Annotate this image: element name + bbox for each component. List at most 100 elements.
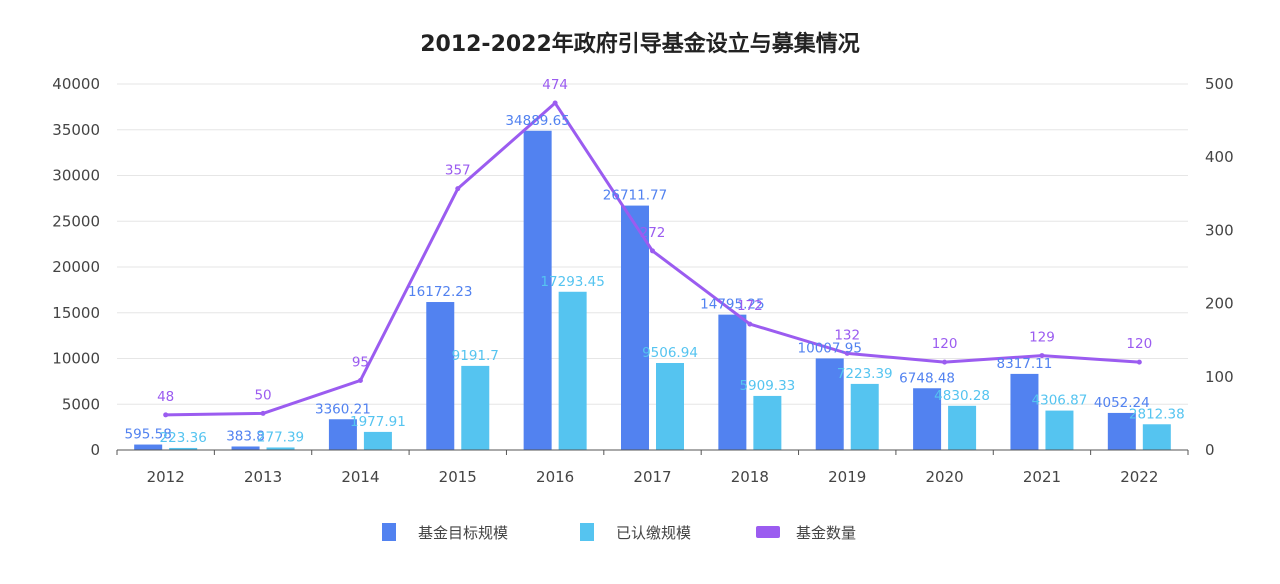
- data-label-paid: 2812.38: [1129, 406, 1185, 422]
- data-label-paid: 5909.33: [739, 378, 795, 394]
- bar-paid: [266, 447, 295, 450]
- line-count: [165, 101, 1140, 417]
- bar-target: [231, 446, 260, 450]
- bar-paid: [753, 395, 782, 450]
- bar-target: [328, 419, 357, 450]
- bar-target: [621, 205, 649, 450]
- data-label-count: 357: [445, 163, 471, 179]
- data-label-target: 34889.65: [505, 113, 569, 129]
- legend-swatch: [580, 523, 594, 541]
- bar-paid: [656, 363, 684, 450]
- bar-target: [523, 130, 552, 450]
- x-tick-label: 2012: [147, 468, 185, 486]
- data-label-count: 120: [932, 336, 958, 352]
- y-left-tick-label: 40000: [52, 75, 100, 93]
- legend-label: 已认缴规模: [616, 524, 691, 542]
- y-right-tick-label: 200: [1205, 295, 1234, 313]
- bar-paid: [850, 383, 879, 450]
- x-tick-label: 2021: [1023, 468, 1061, 486]
- y-right-tick-label: 100: [1205, 368, 1234, 386]
- point-count: [163, 412, 169, 418]
- bar-target: [1107, 412, 1136, 450]
- bar-paid: [948, 405, 977, 450]
- bar-paid: [169, 447, 198, 450]
- data-label-target: 8317.11: [997, 356, 1053, 372]
- x-tick-label: 2015: [439, 468, 477, 486]
- y-left-tick-label: 30000: [52, 167, 100, 185]
- data-label-target: 26711.77: [603, 188, 667, 204]
- x-tick-label: 2013: [244, 468, 282, 486]
- data-label-paid: 7223.39: [837, 366, 893, 382]
- data-label-paid: 4306.87: [1032, 393, 1088, 409]
- bar-paid: [1045, 410, 1074, 450]
- data-label-count: 272: [640, 225, 666, 241]
- point-count: [942, 359, 948, 365]
- bar-paid: [461, 365, 490, 450]
- bar-target: [134, 444, 163, 450]
- data-label-count: 95: [352, 354, 369, 370]
- x-tick-label: 2020: [925, 468, 963, 486]
- point-count: [747, 321, 753, 327]
- data-label-target: 10007.95: [798, 340, 862, 356]
- y-left-tick-label: 5000: [62, 395, 100, 413]
- data-label-paid: 223.36: [160, 430, 207, 446]
- bar-paid: [363, 431, 392, 450]
- legend-swatch: [382, 523, 396, 541]
- x-tick-label: 2014: [341, 468, 379, 486]
- data-label-paid: 4830.28: [934, 388, 990, 404]
- data-label-count: 132: [834, 327, 860, 343]
- data-label-count: 50: [254, 387, 271, 403]
- data-label-paid: 9506.94: [642, 345, 698, 361]
- legend-swatch: [756, 526, 780, 538]
- y-left-tick-label: 15000: [52, 304, 100, 322]
- data-label-target: 3360.21: [315, 401, 371, 417]
- data-label-count: 172: [737, 298, 763, 314]
- data-label-target: 595.58: [125, 427, 172, 443]
- x-tick-label: 2019: [828, 468, 866, 486]
- y-left-tick-label: 10000: [52, 350, 100, 368]
- y-left-tick-label: 25000: [52, 212, 100, 230]
- point-count: [650, 248, 655, 254]
- bar-target: [426, 302, 455, 450]
- data-label-count: 129: [1029, 330, 1055, 346]
- data-label-count: 474: [542, 77, 568, 93]
- point-count: [1136, 359, 1142, 365]
- data-label-paid: 17293.45: [540, 274, 604, 290]
- data-label-target: 16172.23: [408, 284, 472, 300]
- x-tick-label: 2017: [633, 468, 671, 486]
- data-label-count: 48: [157, 389, 174, 405]
- y-right-tick-label: 400: [1205, 148, 1234, 166]
- point-count: [455, 186, 461, 192]
- bar-paid: [1142, 424, 1171, 450]
- legend-label: 基金数量: [796, 524, 856, 542]
- bar-paid: [558, 291, 587, 450]
- bar-target: [718, 314, 747, 450]
- point-count: [844, 350, 850, 356]
- chart-title: 2012-2022年政府引导基金设立与募集情况: [420, 32, 860, 57]
- data-label-target: 14795.25: [700, 297, 764, 313]
- bar-target: [1010, 373, 1039, 450]
- legend-label: 基金目标规模: [418, 524, 508, 542]
- y-right-tick-label: 500: [1205, 75, 1234, 93]
- y-left-tick-label: 0: [90, 441, 100, 459]
- x-tick-label: 2016: [536, 468, 574, 486]
- point-count: [1039, 353, 1045, 359]
- data-label-target: 383.8: [226, 428, 265, 444]
- point-count: [260, 410, 266, 416]
- y-left-tick-label: 35000: [52, 121, 100, 139]
- x-tick-label: 2018: [731, 468, 769, 486]
- y-right-tick-label: 0: [1205, 441, 1215, 459]
- y-right-tick-label: 300: [1205, 221, 1234, 239]
- data-label-paid: 1977.91: [350, 414, 406, 430]
- y-left-tick-label: 20000: [52, 258, 100, 276]
- x-tick-label: 2022: [1120, 468, 1158, 486]
- data-label-paid: 277.39: [257, 429, 304, 445]
- bar-target: [913, 388, 942, 450]
- point-count: [357, 377, 363, 383]
- data-label-target: 4052.24: [1094, 395, 1150, 411]
- point-count: [552, 100, 558, 106]
- bar-target: [815, 358, 844, 450]
- data-label-count: 120: [1126, 336, 1152, 352]
